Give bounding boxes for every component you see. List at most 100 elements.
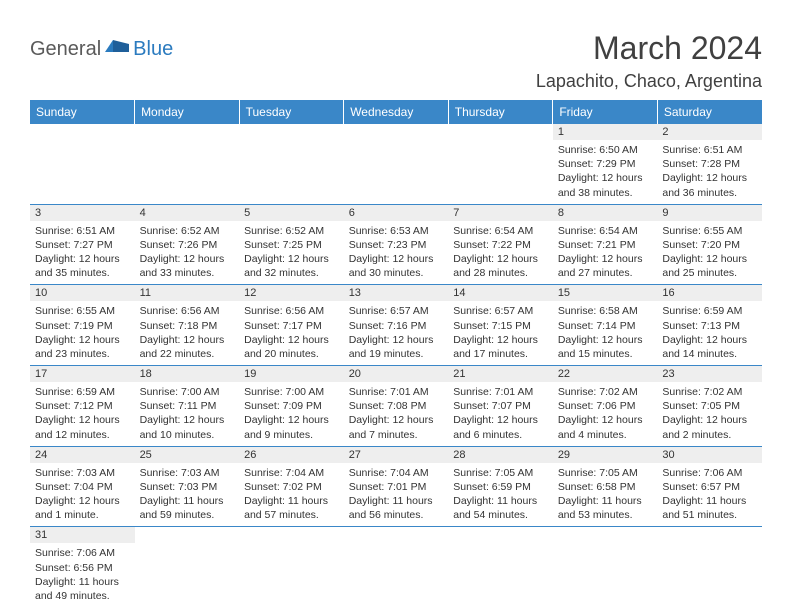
day-number: 19 [239,366,344,382]
day-number: 13 [344,285,449,301]
logo-text-blue: Blue [133,38,173,61]
sunrise-text: Sunrise: 6:50 AM [558,144,638,156]
day-details: Sunrise: 6:59 AMSunset: 7:12 PMDaylight:… [30,382,135,446]
sunrise-text: Sunrise: 6:57 AM [349,305,429,317]
sunrise-text: Sunrise: 7:04 AM [244,467,324,479]
calendar-week-row: 31Sunrise: 7:06 AMSunset: 6:56 PMDayligh… [30,527,762,607]
day-details: Sunrise: 6:52 AMSunset: 7:26 PMDaylight:… [135,221,240,285]
sunset-text: Sunset: 7:26 PM [140,239,218,251]
sunrise-text: Sunrise: 7:06 AM [662,467,742,479]
calendar-day-cell: 8Sunrise: 6:54 AMSunset: 7:21 PMDaylight… [553,204,658,285]
day-number: 11 [135,285,240,301]
day-number: 21 [448,366,553,382]
column-header: Friday [553,100,658,124]
calendar-empty-cell [135,124,240,204]
daylight-text: Daylight: 12 hours and 9 minutes. [244,414,329,440]
daylight-text: Daylight: 12 hours and 7 minutes. [349,414,434,440]
calendar-week-row: 1Sunrise: 6:50 AMSunset: 7:29 PMDaylight… [30,124,762,204]
sunset-text: Sunset: 7:12 PM [35,400,113,412]
location-label: Lapachito, Chaco, Argentina [536,71,762,92]
day-number: 3 [30,205,135,221]
daylight-text: Daylight: 12 hours and 23 minutes. [35,334,120,360]
column-header: Monday [135,100,240,124]
sunrise-text: Sunrise: 6:51 AM [662,144,742,156]
calendar-day-cell: 21 Sunrise: 7:01 AM Sunset: 7:07 PM Dayligh… [448,366,553,447]
day-details: Sunrise: 6:53 AMSunset: 7:23 PMDaylight:… [344,221,449,285]
sunset-text: Sunset: 7:07 PM [453,400,531,412]
day-number: 28 [448,447,553,463]
calendar-empty-cell [448,527,553,607]
daylight-text: Daylight: 12 hours and 32 minutes. [244,253,329,279]
day-details: Sunrise: 6:54 AMSunset: 7:21 PMDaylight:… [553,221,658,285]
header: General Blue March 2024 Lapachito, Chaco… [30,30,762,92]
day-number: 14 [448,285,553,301]
calendar-empty-cell [448,124,553,204]
calendar-day-cell: 1Sunrise: 6:50 AMSunset: 7:29 PMDaylight… [553,124,658,204]
calendar-day-cell: 25Sunrise: 7:03 AMSunset: 7:03 PMDayligh… [135,446,240,527]
calendar-week-row: 10Sunrise: 6:55 AMSunset: 7:19 PMDayligh… [30,285,762,366]
day-number: 24 [30,447,135,463]
day-details: Sunrise: 6:50 AMSunset: 7:29 PMDaylight:… [553,140,658,204]
sunrise-text: Sunrise: 6:52 AM [244,225,324,237]
sunrise-text: Sunrise: 7:02 AM [662,386,742,398]
daylight-text: Daylight: 11 hours and 53 minutes. [558,495,642,521]
day-details: Sunrise: 6:51 AMSunset: 7:27 PMDaylight:… [30,221,135,285]
sunrise-text: Sunrise: 6:56 AM [140,305,220,317]
calendar-day-cell: 7Sunrise: 6:54 AMSunset: 7:22 PMDaylight… [448,204,553,285]
calendar-day-cell: 18Sunrise: 7:00 AMSunset: 7:11 PMDayligh… [135,366,240,447]
daylight-text: Daylight: 12 hours and 6 minutes. [453,414,538,440]
day-details: Sunrise: 6:58 AMSunset: 7:14 PMDaylight:… [553,301,658,365]
calendar-empty-cell [30,124,135,204]
sunrise-text: Sunrise: 6:54 AM [453,225,533,237]
daylight-text: Daylight: 12 hours and 27 minutes. [558,253,643,279]
day-number: 29 [553,447,658,463]
sunrise-text: Sunrise: 7:01 AM [453,386,533,398]
daylight-text: Daylight: 12 hours and 4 minutes. [558,414,643,440]
calendar-day-cell: 13Sunrise: 6:57 AMSunset: 7:16 PMDayligh… [344,285,449,366]
day-number: 30 [657,447,762,463]
sunrise-text: Sunrise: 7:03 AM [35,467,115,479]
day-details: Sunrise: 6:56 AMSunset: 7:17 PMDaylight:… [239,301,344,365]
day-details: Sunrise: 7:01 AMSunset: 7:08 PMDaylight:… [344,382,449,446]
calendar-week-row: 17Sunrise: 6:59 AMSunset: 7:12 PMDayligh… [30,366,762,447]
sunrise-text: Sunrise: 6:55 AM [662,225,742,237]
sunrise-text: Sunrise: 7:05 AM [453,467,533,479]
sunset-text: Sunset: 6:58 PM [558,481,636,493]
sunrise-text: Sunrise: 7:06 AM [35,547,115,559]
sunset-text: Sunset: 7:22 PM [453,239,531,251]
day-details: Sunrise: 7:05 AMSunset: 6:58 PMDaylight:… [553,463,658,527]
sunset-text: Sunset: 7:08 PM [349,400,427,412]
daylight-text: Daylight: 12 hours and 17 minutes. [453,334,538,360]
calendar-day-cell: 27Sunrise: 7:04 AMSunset: 7:01 PMDayligh… [344,446,449,527]
calendar-day-cell: 15Sunrise: 6:58 AMSunset: 7:14 PMDayligh… [553,285,658,366]
daylight-text: Daylight: 12 hours and 36 minutes. [662,172,747,198]
calendar-day-cell: 9Sunrise: 6:55 AMSunset: 7:20 PMDaylight… [657,204,762,285]
sunrise-text: Sunrise: 7:04 AM [349,467,429,479]
logo: General Blue [30,38,173,61]
sunset-text: Sunset: 7:19 PM [35,320,113,332]
day-number: 22 [553,366,658,382]
day-number: 7 [448,205,553,221]
sunset-text: Sunset: 7:13 PM [662,320,740,332]
sunrise-text: Sunrise: 7:02 AM [558,386,638,398]
calendar-day-cell: 6Sunrise: 6:53 AMSunset: 7:23 PMDaylight… [344,204,449,285]
calendar-day-cell: 11Sunrise: 6:56 AMSunset: 7:18 PMDayligh… [135,285,240,366]
calendar-week-row: 24Sunrise: 7:03 AMSunset: 7:04 PMDayligh… [30,446,762,527]
sunrise-text: Sunrise: 7:03 AM [140,467,220,479]
day-details: Sunrise: 7:01 AM Sunset: 7:07 PM Daylight:… [448,382,553,446]
calendar-table: SundayMondayTuesdayWednesdayThursdayFrid… [30,100,762,607]
sunset-text: Sunset: 7:06 PM [558,400,636,412]
day-details: Sunrise: 7:05 AMSunset: 6:59 PMDaylight:… [448,463,553,527]
sunrise-text: Sunrise: 7:00 AM [244,386,324,398]
day-number: 31 [30,527,135,543]
sunset-text: Sunset: 7:11 PM [140,400,217,412]
sunset-text: Sunset: 7:25 PM [244,239,322,251]
daylight-text: Daylight: 12 hours and 19 minutes. [349,334,434,360]
calendar-day-cell: 5Sunrise: 6:52 AMSunset: 7:25 PMDaylight… [239,204,344,285]
day-number: 4 [135,205,240,221]
calendar-day-cell: 4Sunrise: 6:52 AMSunset: 7:26 PMDaylight… [135,204,240,285]
calendar-empty-cell [239,124,344,204]
daylight-text: Daylight: 11 hours and 59 minutes. [140,495,224,521]
day-number: 20 [344,366,449,382]
sunset-text: Sunset: 7:21 PM [558,239,636,251]
